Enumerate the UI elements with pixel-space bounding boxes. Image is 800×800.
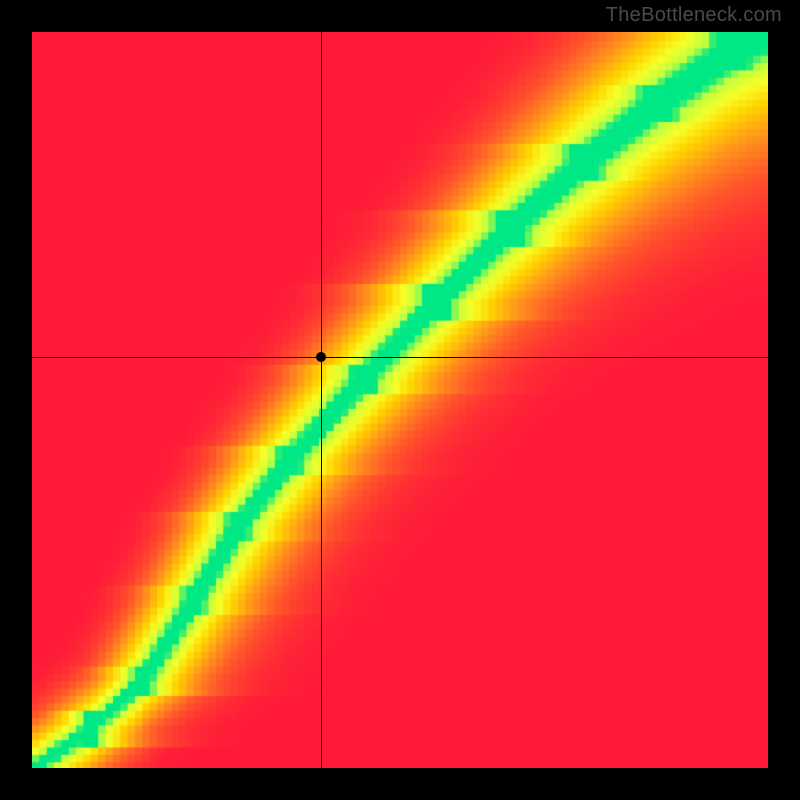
heatmap-canvas — [32, 32, 768, 768]
crosshair-horizontal — [32, 357, 768, 358]
crosshair-vertical — [321, 32, 322, 768]
selection-marker-dot — [316, 352, 326, 362]
bottleneck-heatmap — [32, 32, 768, 768]
watermark-text: TheBottleneck.com — [606, 4, 782, 27]
